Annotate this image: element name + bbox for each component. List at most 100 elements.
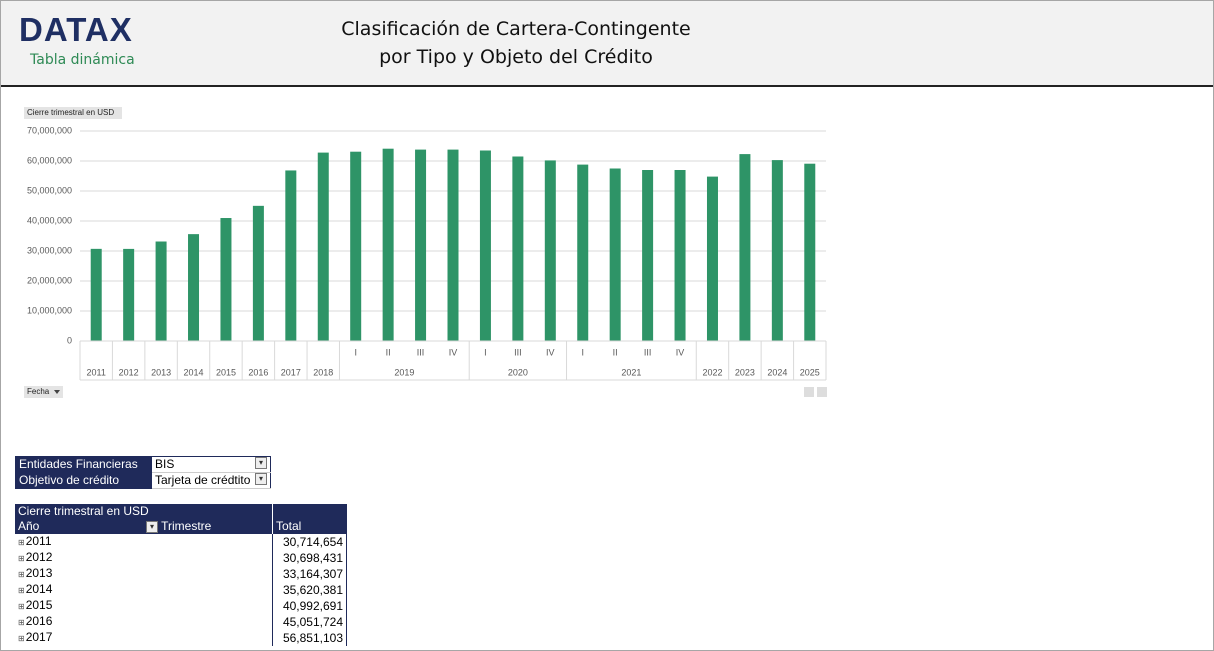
bar	[544, 160, 556, 341]
axis-field-button[interactable]	[24, 386, 63, 398]
bar	[220, 218, 232, 341]
total: 33,164,307	[272, 566, 347, 582]
filter-name: Objetivo de crédito	[15, 472, 152, 489]
bar	[804, 163, 816, 341]
filter-value: Tarjeta de crédtito ▾	[152, 472, 271, 489]
x-group-label: 2020	[508, 367, 528, 377]
pivot-row: ⊞2013 33,164,307	[15, 566, 347, 582]
x-tick-label: III	[417, 347, 425, 357]
collapse-button[interactable]	[817, 387, 827, 397]
pivot-title: Cierre trimestral en USD	[15, 504, 273, 519]
year: 2014	[25, 582, 53, 596]
expand-icon[interactable]: ⊞	[18, 586, 25, 595]
x-tick-label: III	[514, 347, 522, 357]
bar	[350, 151, 362, 341]
expand-button[interactable]	[804, 387, 814, 397]
field-button[interactable]	[24, 107, 122, 119]
filter-table: Entidades Financieras BIS ▾ Objetivo de cré…	[15, 456, 271, 489]
y-tick-label: 30,000,000	[27, 245, 72, 255]
filter-value: BIS ▾	[152, 456, 271, 473]
year: 2015	[25, 598, 53, 612]
x-tick-label: 2023	[735, 367, 755, 377]
bar	[577, 164, 589, 341]
axis-field-label: Fecha	[27, 387, 50, 396]
total: 35,620,381	[272, 582, 347, 598]
dropdown-arrow	[54, 390, 60, 394]
filter-name: Entidades Financieras	[15, 456, 152, 473]
y-tick-label: 50,000,000	[27, 185, 72, 195]
expand-icon[interactable]: ⊞	[18, 570, 25, 579]
pivot-table: Cierre trimestral en USD Año ▾ Trimestre…	[15, 504, 347, 646]
bar	[285, 170, 297, 341]
bar	[512, 156, 524, 341]
year: 2017	[25, 630, 53, 644]
expand-icon[interactable]: ⊞	[18, 602, 25, 611]
logo-subtitle: Tabla dinámica	[30, 52, 135, 68]
pivot-row: ⊞2015 40,992,691	[15, 598, 347, 614]
total: 40,992,691	[272, 598, 347, 614]
expand-icon[interactable]: ⊞	[18, 634, 25, 643]
bar	[382, 148, 394, 341]
x-tick-label: IV	[676, 347, 685, 357]
total: 45,051,724	[272, 614, 347, 630]
x-tick-label: I	[354, 347, 357, 357]
bar	[706, 176, 718, 341]
pivot-row: ⊞2017 56,851,103	[15, 630, 347, 646]
year: 2011	[25, 534, 52, 548]
row-label: ⊞2016	[15, 614, 273, 630]
year: 2012	[25, 550, 53, 564]
filter-text: Tarjeta de crédtito	[155, 473, 251, 487]
x-group-label: 2019	[394, 367, 414, 377]
x-tick-label: 2011	[87, 367, 106, 377]
bar	[642, 170, 654, 341]
header: DATAX Tabla dinámica Clasificación de Ca…	[1, 1, 1213, 87]
chart: Cierre trimestral en USD Fecha 0 10,000,0…	[24, 107, 827, 398]
x-tick-label: I	[484, 347, 487, 357]
x-tick-label: II	[386, 347, 391, 357]
year: 2016	[25, 614, 53, 628]
bar	[674, 170, 686, 341]
expand-icon[interactable]: ⊞	[18, 538, 25, 547]
x-tick-label: 2017	[281, 367, 301, 377]
year: 2013	[25, 566, 53, 580]
title-line: por Tipo y Objeto del Crédito	[379, 46, 653, 68]
filter-row: Objetivo de crédito Tarjeta de crédtito ▾	[15, 472, 271, 489]
bar	[479, 150, 491, 341]
x-tick-label: I	[581, 347, 584, 357]
expand-icon[interactable]: ⊞	[18, 554, 25, 563]
x-tick-label: 2012	[119, 367, 139, 377]
filter-row: Entidades Financieras BIS ▾	[15, 456, 271, 473]
bar	[123, 248, 135, 341]
title-line: Clasificación de Cartera-Contingente	[341, 18, 691, 40]
filter-icon[interactable]: ▾	[146, 520, 158, 533]
expand-icon[interactable]: ⊞	[18, 618, 25, 627]
column-header: Total	[272, 519, 347, 534]
bar	[90, 248, 102, 341]
bar	[447, 149, 459, 341]
bar	[317, 152, 329, 341]
filter-text: BIS	[155, 457, 175, 471]
pivot-row: ⊞2012 30,698,431	[15, 550, 347, 566]
x-tick-label: 2015	[216, 367, 236, 377]
y-tick-label: 10,000,000	[27, 305, 72, 315]
filter-icon[interactable]: ▾	[255, 457, 267, 469]
bar	[188, 234, 200, 341]
total: 30,714,654	[272, 534, 347, 550]
total: 56,851,103	[272, 630, 347, 646]
bar	[252, 205, 264, 341]
x-tick-label: 2016	[248, 367, 268, 377]
total: 30,698,431	[272, 550, 347, 566]
row-label: ⊞2014	[15, 582, 273, 598]
bar	[155, 241, 167, 341]
column-header: Trimestre	[161, 519, 212, 533]
pivot-row: ⊞2014 35,620,381	[15, 582, 347, 598]
row-label: ⊞2013	[15, 566, 273, 582]
x-tick-label: 2024	[767, 367, 787, 377]
x-tick-label: IV	[546, 347, 555, 357]
pivot-row: ⊞2016 45,051,724	[15, 614, 347, 630]
title: Clasificación de Cartera-Contingente por…	[301, 15, 731, 71]
x-tick-label: II	[613, 347, 618, 357]
y-tick-label: 70,000,000	[27, 125, 72, 135]
pivot-row: ⊞2011 30,714,654	[15, 534, 347, 550]
filter-icon[interactable]: ▾	[255, 473, 267, 485]
